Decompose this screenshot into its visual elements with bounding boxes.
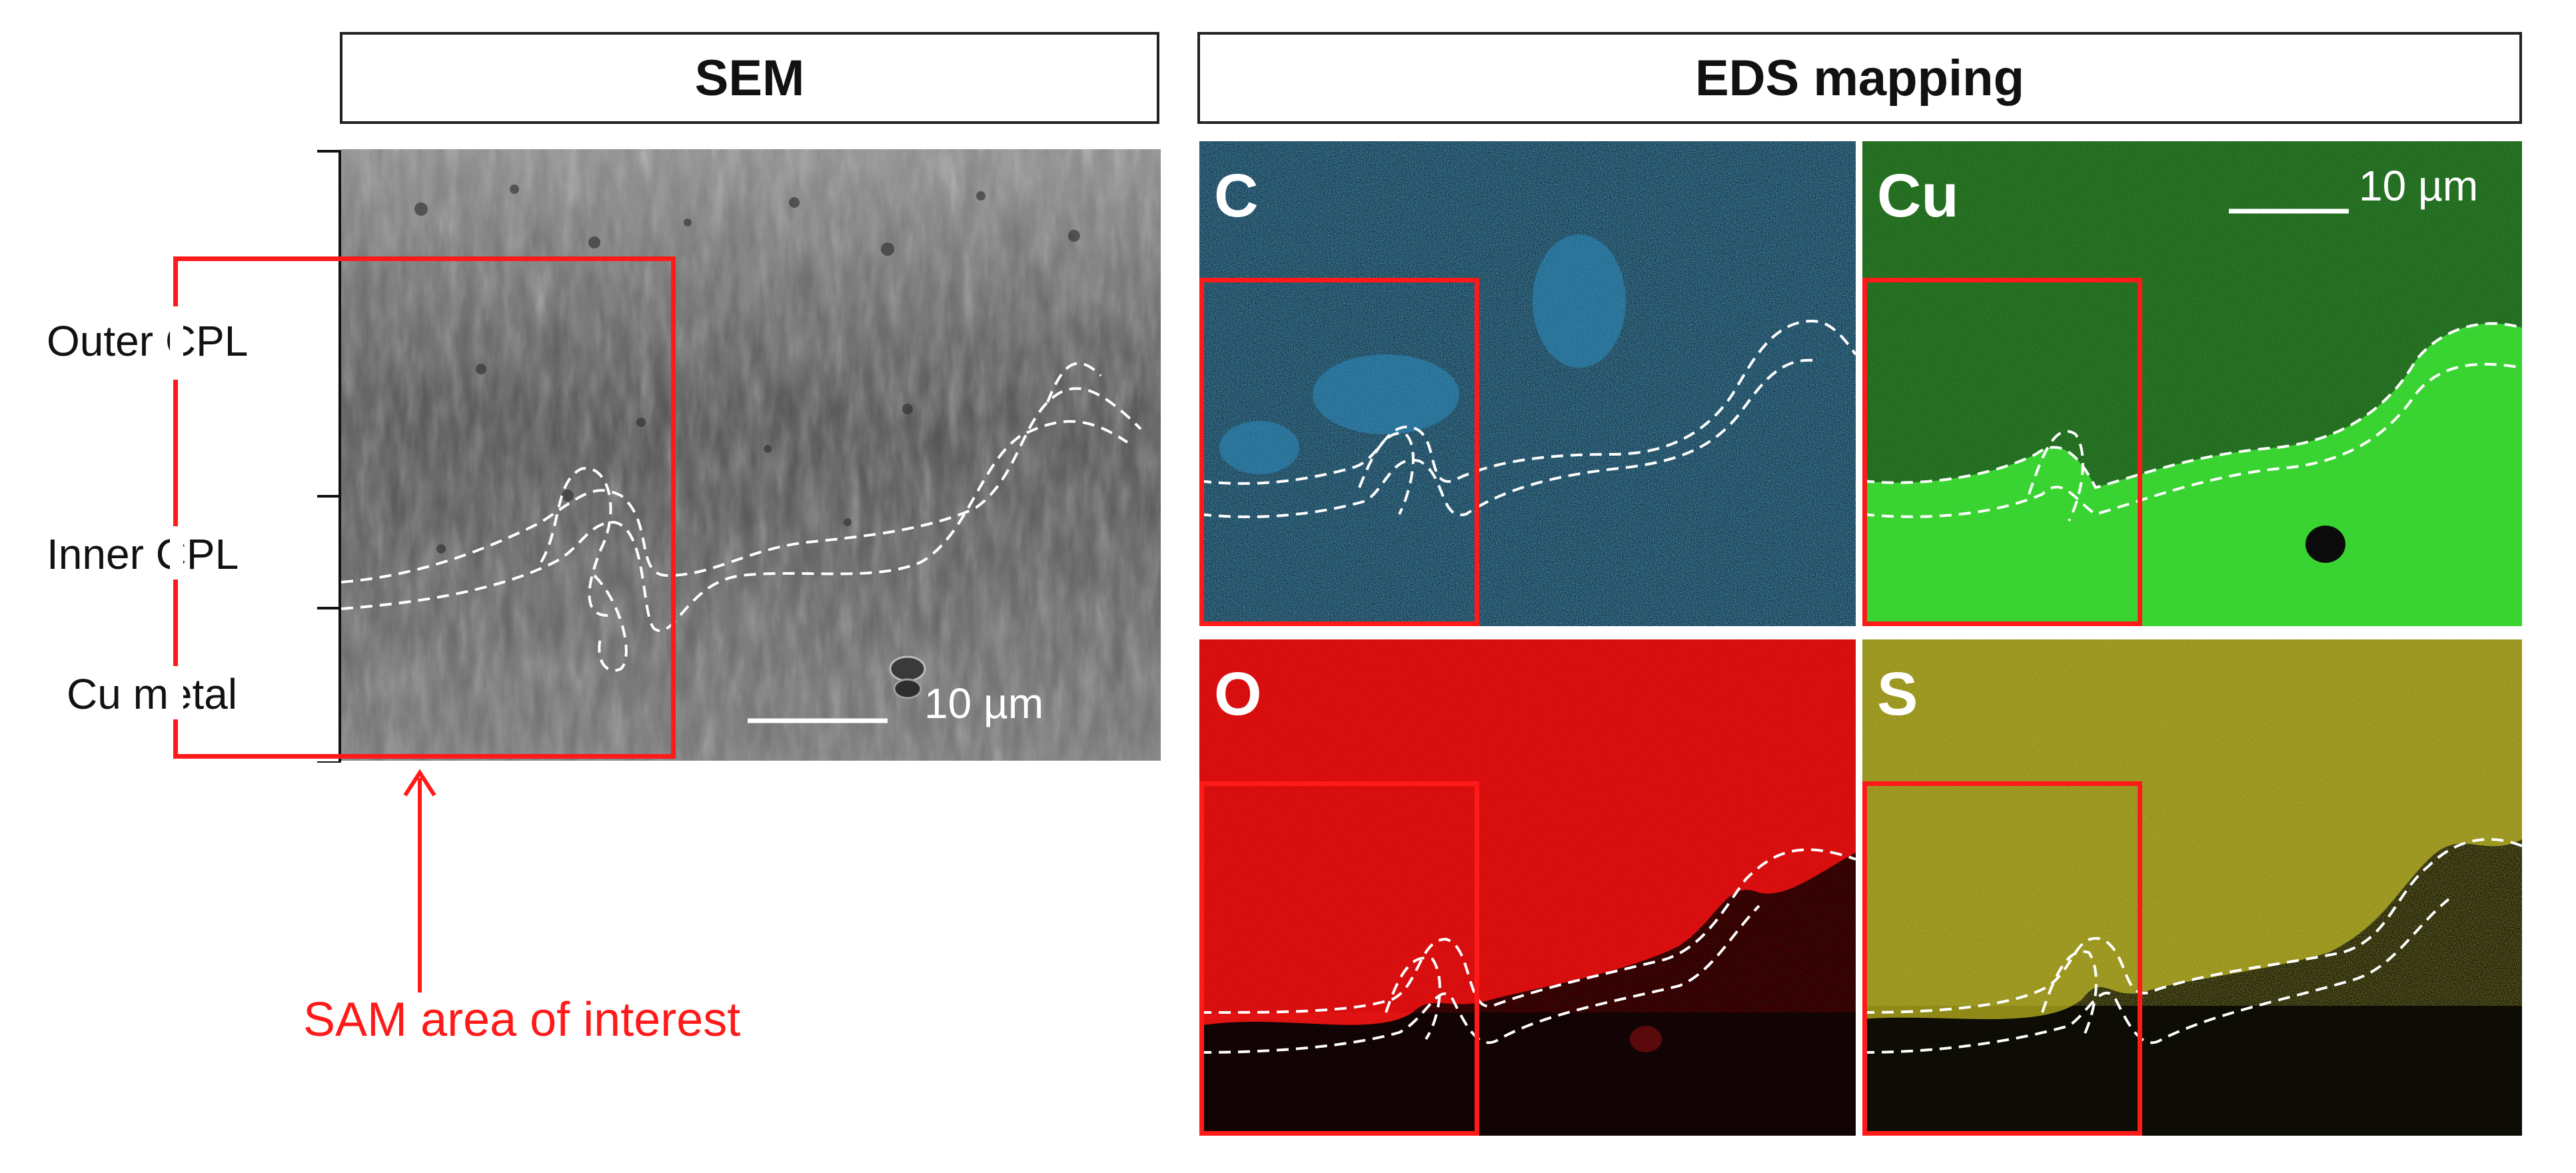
eds-label-cu: Cu	[1877, 162, 1959, 230]
label-gap	[170, 666, 183, 719]
sem-header: SEM	[340, 32, 1159, 124]
eds-scale-label: 10 µm	[2359, 162, 2479, 210]
eds-header: EDS mapping	[1197, 32, 2522, 124]
eds-roi-c	[1199, 278, 1479, 626]
sem-roi-outline	[173, 256, 676, 759]
eds-label-s: S	[1877, 660, 1918, 728]
eds-roi-s	[1862, 781, 2142, 1136]
eds-map-carbon: C	[1199, 141, 1856, 626]
label-gap	[170, 306, 183, 380]
sem-image: 10 µm	[341, 149, 1161, 761]
sam-annotation: SAM area of interest	[303, 993, 741, 1046]
eds-roi-cu	[1862, 278, 2142, 626]
label-gap	[170, 526, 183, 580]
sem-scale-label: 10 µm	[924, 679, 1044, 727]
eds-label-c: C	[1214, 162, 1259, 230]
layer-bracket	[317, 150, 341, 763]
eds-header-label: EDS mapping	[1694, 49, 2025, 107]
sem-header-label: SEM	[694, 49, 805, 107]
layer-label-inner: Inner CPL	[47, 530, 239, 578]
eds-map-oxygen: O	[1199, 639, 1856, 1136]
eds-map-sulfur: S	[1862, 639, 2522, 1136]
sam-arrow-icon	[403, 769, 436, 992]
layer-label-outer: Outer CPL	[47, 317, 249, 365]
eds-roi-o	[1199, 781, 1479, 1136]
eds-map-copper: Cu 10 µm	[1862, 141, 2522, 626]
layer-label-metal: Cu metal	[67, 670, 238, 718]
eds-label-o: O	[1214, 660, 1262, 728]
